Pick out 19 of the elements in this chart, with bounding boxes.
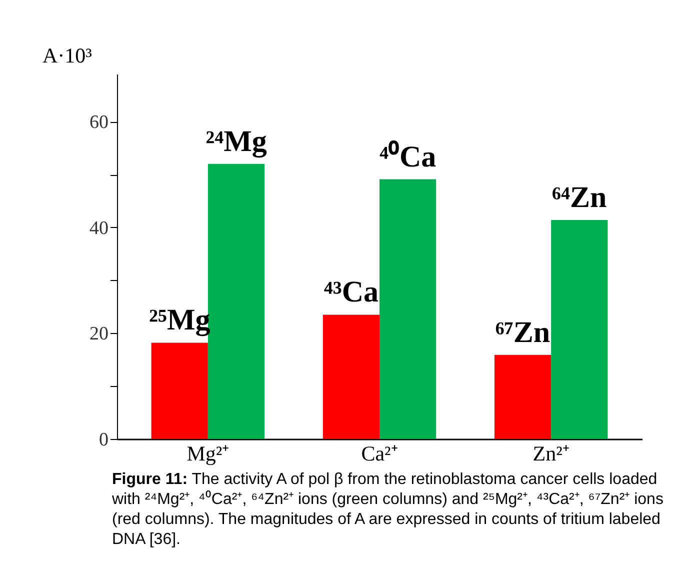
bar — [380, 179, 436, 439]
bar — [151, 342, 208, 439]
x-tick-label: Ca²⁺ — [361, 442, 398, 466]
bar — [494, 354, 552, 439]
y-tick-label: 20 — [90, 324, 108, 345]
y-tick-label: 40 — [90, 218, 108, 239]
annotation: ⁶⁷Zn — [495, 316, 550, 349]
x-tick-label: Zn²⁺ — [532, 442, 570, 466]
annotation: ⁴³Ca — [324, 276, 379, 309]
x-tick-label: Mg²⁺ — [186, 442, 230, 466]
bar — [551, 220, 608, 439]
caption: Figure 11: The activity A of pol β from the retinoblastoma cancer cells loaded with ²⁴Mg²⁺, ⁴⁰Ca²⁺, ⁶⁴Zn²⁺ ions (green columns) and ²⁵Mg²⁺, ⁴³Ca²⁺, ⁶⁷Zn²⁺ ions (red columns). The magnitudes of A are expressed in counts of tritium labeled DNA [36]. — [112, 470, 664, 550]
y-tick-label: 60 — [90, 112, 108, 134]
y-axis-title: A·10³ — [42, 44, 92, 68]
y-tick-label: 0 — [99, 430, 108, 450]
annotation: ²⁴Mg — [206, 124, 267, 158]
annotation: ⁴⁰Ca — [379, 139, 436, 174]
annotation: ⁶⁴Zn — [552, 181, 608, 214]
bar — [322, 314, 380, 439]
